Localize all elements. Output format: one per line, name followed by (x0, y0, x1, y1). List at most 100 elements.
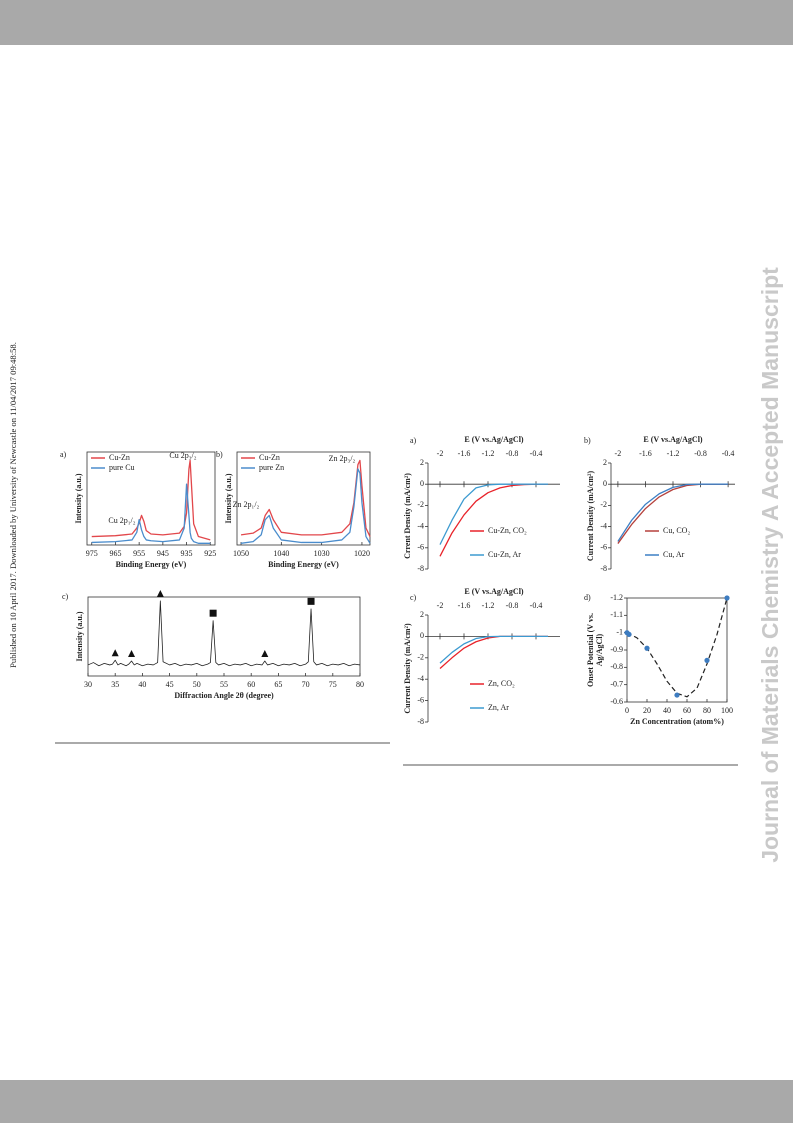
x-tick-label: 80 (356, 680, 364, 689)
x-axis-label: E (V vs.Ag/AgCl) (464, 435, 524, 444)
x-tick-label: 935 (181, 549, 193, 558)
x-tick-label: 40 (663, 706, 671, 715)
x-tick-label: 40 (138, 680, 146, 689)
side-title: Journal of Materials Chemistry A Accepte… (757, 267, 783, 863)
x-axis-label: Zn Concentration (atom%) (630, 717, 724, 726)
data-line (439, 635, 548, 669)
x-tick-label: 70 (302, 680, 310, 689)
panel-label: c) (62, 592, 69, 601)
plot-frame (236, 451, 371, 546)
legend-label: Cu, CO₂ (663, 526, 690, 535)
y-tick-label: -0.6 (610, 697, 623, 706)
x-tick-label: 925 (204, 549, 216, 558)
data-line (439, 635, 548, 664)
peak-annotation: Cu 2p₁/₂ (108, 516, 135, 525)
x-tick-label: -2 (437, 449, 444, 458)
trend-line (626, 597, 728, 698)
data-point (626, 631, 632, 638)
legend-label: Zn, Ar (488, 703, 509, 712)
y-axis-label: Crrent Density (mA/cm²) (403, 473, 412, 559)
x-tick-label: -0.8 (506, 601, 519, 610)
data-line (240, 468, 371, 544)
peak-annotation: Zn 2p₁/₂ (233, 500, 260, 509)
x-tick-label: -1.2 (482, 601, 495, 610)
x-tick-label: -1.2 (667, 449, 680, 458)
phase-marker (209, 609, 217, 617)
x-tick-label: 945 (157, 549, 169, 558)
x-tick-label: 60 (683, 706, 691, 715)
legend-label: Cu, Ar (663, 550, 685, 559)
y-tick-label: 2 (420, 610, 424, 619)
phase-marker (111, 649, 119, 657)
phase-marker (307, 597, 315, 605)
x-tick-label: 75 (329, 680, 337, 689)
x-tick-label: 1020 (354, 549, 370, 558)
data-point (724, 595, 730, 601)
legend-label: Cu-Zn, Ar (488, 550, 521, 559)
panel-label: d) (584, 593, 591, 602)
x-axis-label: Diffraction Angle 2θ (degree) (174, 691, 274, 700)
top-bar (0, 0, 793, 45)
data-line (87, 600, 361, 667)
x-tick-label: 50 (193, 680, 201, 689)
x-axis-label: Binding Energy (eV) (268, 560, 339, 569)
x-tick-label: 45 (166, 680, 174, 689)
y-tick-label: 2 (603, 458, 607, 467)
x-axis-label: Binding Energy (eV) (116, 560, 187, 569)
data-line (439, 483, 548, 557)
x-tick-label: -0.8 (506, 449, 519, 458)
data-point (704, 657, 710, 664)
panel-label: a) (60, 450, 67, 459)
data-point (644, 645, 650, 651)
x-tick-label: 55 (220, 680, 228, 689)
x-tick-label: -1.6 (458, 601, 471, 610)
x-tick-label: 1040 (273, 549, 289, 558)
x-tick-label: -0.4 (530, 449, 543, 458)
y-axis-label: Intensity (a.u.) (224, 473, 233, 523)
phase-marker (261, 649, 269, 657)
x-tick-label: 0 (625, 706, 629, 715)
download-note: Published on 10 April 2017. Downloaded b… (8, 342, 18, 668)
x-tick-label: 65 (274, 680, 282, 689)
data-point (674, 692, 680, 698)
y-tick-label: -1 (616, 627, 623, 636)
y-tick-label: -6 (417, 695, 424, 704)
y-tick-label: -0.9 (610, 645, 623, 654)
x-tick-label: 100 (721, 706, 733, 715)
x-tick-label: -0.4 (530, 601, 543, 610)
panel-label: b) (216, 450, 223, 459)
y-tick-label: -4 (417, 521, 424, 530)
panel-label: b) (584, 436, 591, 445)
x-tick-label: 1030 (314, 549, 330, 558)
y-axis-label: Intensity (a.u.) (75, 611, 84, 661)
x-tick-label: 965 (109, 549, 121, 558)
x-tick-label: -1.6 (458, 449, 471, 458)
legend-label: Cu-Zn (259, 453, 280, 462)
x-tick-label: 955 (133, 549, 145, 558)
phase-marker (128, 649, 136, 657)
data-line (91, 483, 211, 544)
x-tick-label: 1050 (233, 549, 249, 558)
x-tick-label: 35 (111, 680, 119, 689)
x-tick-label: -2 (437, 601, 444, 610)
x-tick-label: -2 (615, 449, 622, 458)
x-tick-label: -1.2 (482, 449, 495, 458)
bottom-bar (0, 1080, 793, 1123)
y-tick-label: -4 (417, 674, 424, 683)
y-tick-label: -4 (600, 521, 607, 530)
x-tick-label: -0.8 (694, 449, 707, 458)
y-tick-label: 0 (420, 479, 424, 488)
peak-annotation: Cu 2p₃/₂ (169, 451, 196, 460)
y-tick-label: -2 (417, 500, 424, 509)
y-axis-label: Ag/AgCl) (595, 633, 604, 666)
y-tick-label: -8 (417, 717, 424, 726)
x-tick-label: -1.6 (639, 449, 652, 458)
plot-frame (86, 451, 216, 546)
peak-annotation: Zn 2p₃/₂ (329, 454, 356, 463)
legend-label: pure Zn (259, 463, 284, 472)
data-line (617, 483, 729, 542)
data-line (240, 459, 371, 537)
